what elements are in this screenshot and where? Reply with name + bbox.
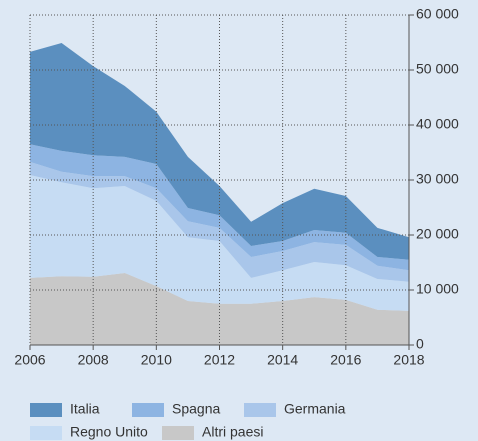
legend-label: Germania xyxy=(284,401,346,417)
y-tick-label: 40 000 xyxy=(416,116,459,132)
area xyxy=(30,175,409,311)
x-tick-label: 2012 xyxy=(204,352,235,368)
legend-label: Spagna xyxy=(172,401,220,417)
x-tick-label: 2014 xyxy=(267,352,298,368)
x-tick-label: 2010 xyxy=(141,352,172,368)
x-tick-label: 2018 xyxy=(393,352,424,368)
x-tick-label: 2006 xyxy=(14,352,45,368)
area xyxy=(30,144,409,271)
y-tick-label: 50 000 xyxy=(416,61,459,77)
x-tick-label: 2008 xyxy=(78,352,109,368)
area xyxy=(30,161,409,282)
legend-swatch xyxy=(162,426,194,440)
area xyxy=(30,272,409,345)
x-tick-label: 2016 xyxy=(330,352,361,368)
area xyxy=(30,43,409,260)
legend-swatch xyxy=(30,426,62,440)
legend-swatch xyxy=(30,403,62,417)
y-tick-label: 20 000 xyxy=(416,226,459,242)
y-tick-label: 60 000 xyxy=(416,6,459,22)
y-tick-label: 30 000 xyxy=(416,171,459,187)
y-tick-label: 10 000 xyxy=(416,281,459,297)
legend-swatch xyxy=(132,403,164,417)
legend-label: Italia xyxy=(70,401,100,417)
legend-label: Altri paesi xyxy=(202,424,263,440)
y-tick-label: 0 xyxy=(416,336,424,352)
legend-label: Regno Unito xyxy=(70,424,148,440)
legend-swatch xyxy=(244,403,276,417)
